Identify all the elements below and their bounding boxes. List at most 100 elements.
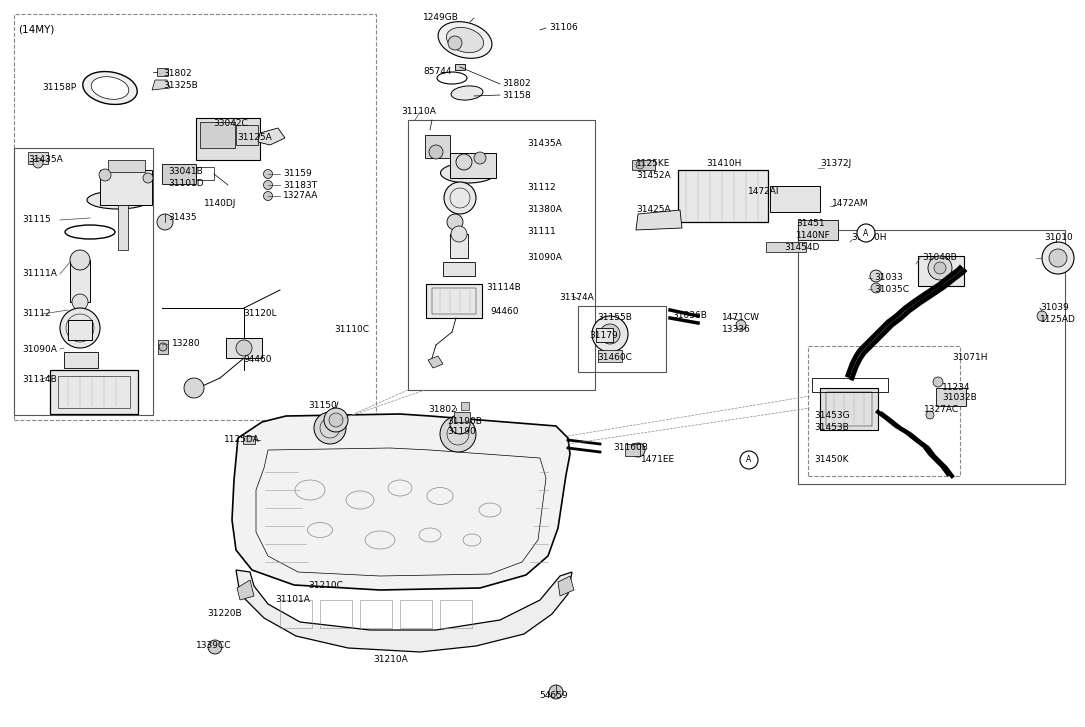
Circle shape [592, 316, 628, 352]
Circle shape [60, 308, 100, 348]
Text: 31120L: 31120L [243, 310, 277, 318]
Text: 1125KE: 1125KE [636, 158, 671, 167]
Circle shape [429, 145, 443, 159]
Circle shape [329, 413, 343, 427]
Bar [766, 242, 806, 252]
Bar [443, 262, 475, 276]
Text: 31183T: 31183T [283, 180, 317, 190]
Text: 31410H: 31410H [706, 158, 741, 167]
Bar [455, 64, 465, 70]
Text: 31372J: 31372J [820, 158, 852, 167]
Text: 31454D: 31454D [784, 243, 819, 252]
Text: A: A [746, 456, 752, 465]
Bar [157, 68, 168, 76]
Text: 31425A: 31425A [636, 206, 671, 214]
Circle shape [740, 451, 758, 469]
Bar [812, 378, 888, 392]
Bar [770, 186, 820, 212]
Text: 94460: 94460 [243, 356, 271, 364]
Polygon shape [152, 80, 170, 90]
Text: 94460: 94460 [490, 308, 519, 316]
Ellipse shape [451, 86, 483, 100]
Text: 1327AC: 1327AC [924, 406, 959, 414]
Text: 1327AA: 1327AA [283, 191, 318, 201]
Text: 31071H: 31071H [952, 353, 987, 363]
Circle shape [451, 226, 467, 242]
Text: 31451: 31451 [796, 220, 825, 228]
Polygon shape [427, 356, 443, 368]
Bar [50, 370, 138, 414]
Circle shape [264, 180, 272, 190]
Bar [631, 160, 655, 170]
Text: 31158: 31158 [502, 90, 531, 100]
Bar [432, 288, 476, 314]
Text: 1471CW: 1471CW [722, 313, 760, 323]
Bar [243, 436, 255, 444]
Circle shape [736, 320, 746, 330]
Text: 85744: 85744 [423, 68, 451, 76]
Bar [158, 340, 168, 354]
Text: 31112: 31112 [22, 310, 51, 318]
Polygon shape [232, 414, 570, 590]
Circle shape [636, 161, 644, 169]
Circle shape [184, 378, 204, 398]
Text: 31325B: 31325B [163, 81, 197, 89]
Bar [200, 122, 235, 148]
Circle shape [143, 173, 153, 183]
Bar [936, 388, 966, 406]
Text: 31101A: 31101A [275, 595, 310, 604]
Bar [408, 120, 595, 390]
Polygon shape [636, 210, 682, 230]
Circle shape [237, 340, 252, 356]
Bar [14, 14, 376, 420]
Bar [578, 306, 666, 372]
Bar [820, 388, 878, 430]
Bar [797, 230, 1065, 484]
Text: 33042C: 33042C [213, 119, 247, 129]
Text: 31111A: 31111A [22, 270, 56, 278]
Circle shape [441, 416, 476, 452]
Text: 31460C: 31460C [597, 353, 631, 363]
Bar [14, 148, 153, 415]
Ellipse shape [446, 28, 484, 52]
Polygon shape [558, 576, 574, 596]
Bar [360, 600, 392, 628]
Bar [426, 284, 482, 318]
Text: 31220B: 31220B [207, 609, 242, 619]
Text: 1249GB: 1249GB [423, 14, 459, 23]
Text: 31033: 31033 [875, 273, 903, 283]
Bar [450, 153, 496, 178]
Text: 13280: 13280 [173, 340, 201, 348]
Bar [162, 164, 196, 184]
Ellipse shape [82, 71, 137, 105]
Bar [450, 234, 468, 258]
Text: 31032B: 31032B [942, 393, 976, 403]
Circle shape [857, 224, 875, 242]
Text: 1339CC: 1339CC [196, 640, 231, 649]
Text: 31110A: 31110A [401, 108, 436, 116]
Circle shape [33, 158, 43, 168]
Text: 31030H: 31030H [851, 233, 886, 243]
Circle shape [450, 414, 470, 434]
Bar [280, 600, 312, 628]
Bar [64, 352, 98, 368]
Text: 31452A: 31452A [636, 172, 671, 180]
Text: 1471EE: 1471EE [641, 456, 675, 465]
Circle shape [324, 408, 348, 432]
Bar [58, 376, 130, 408]
Text: 31159: 31159 [283, 169, 311, 179]
Text: 31453B: 31453B [814, 424, 848, 433]
Circle shape [934, 262, 946, 274]
Circle shape [157, 214, 173, 230]
Bar [598, 350, 622, 362]
Text: 31435A: 31435A [527, 139, 562, 148]
Text: 31802: 31802 [502, 79, 531, 89]
Polygon shape [258, 128, 285, 145]
Text: 13336: 13336 [722, 326, 751, 334]
Text: 31179: 31179 [589, 332, 617, 340]
Text: 31114B: 31114B [22, 376, 56, 385]
Text: 31106: 31106 [549, 23, 577, 33]
Text: 31090A: 31090A [22, 345, 56, 353]
Text: 31190B: 31190B [447, 417, 482, 425]
Circle shape [926, 411, 934, 419]
